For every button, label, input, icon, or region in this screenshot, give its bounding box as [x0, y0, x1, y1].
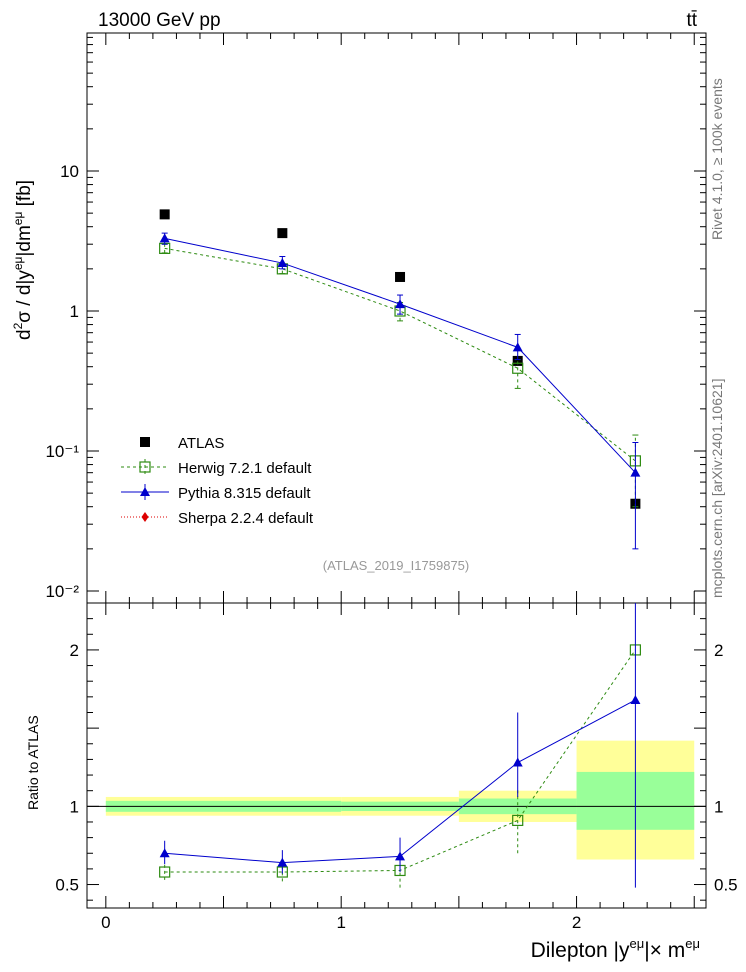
- ratio-y-tick-label: 2: [70, 641, 79, 660]
- x-tick-label: 2: [572, 913, 581, 932]
- svg-text:Dilepton |yeμ|× meμ: Dilepton |yeμ|× meμ: [531, 936, 700, 962]
- pythia-point: [512, 342, 523, 352]
- pythia-ratio-point: [512, 757, 523, 767]
- ratio-y-tick-label-right: 1: [714, 797, 723, 816]
- ratio-y-tick-label-right: 2: [714, 641, 723, 660]
- pythia-ratio-point: [630, 694, 641, 704]
- x-tick-label: 0: [101, 913, 110, 932]
- herwig-line: [164, 247, 636, 462]
- energy-label: 13000 GeV pp: [98, 10, 221, 31]
- pythia-point: [159, 233, 170, 243]
- x-axis-title: Dilepton |yeμ|× meμ: [531, 936, 700, 962]
- ratio-panel: 0 1 2 0.5 0.5 1 1 2 2: [55, 602, 738, 932]
- herwig-ratio-point: [512, 814, 524, 827]
- ratio-y-tick-label: 0.5: [55, 876, 79, 895]
- legend-marker-atlas: [140, 437, 150, 447]
- herwig-point: [512, 362, 524, 374]
- pythia-point: [277, 258, 288, 268]
- ratio-y-tick-label-right: 0.5: [714, 876, 738, 895]
- pythia-ratio-point: [159, 848, 170, 858]
- main-y-axis-title: d2σ / d|yeμ|dmeμ [fb]: [11, 180, 35, 340]
- legend-marker-pythia: [140, 487, 150, 496]
- analysis-id-label: (ATLAS_2019_I1759875): [323, 558, 469, 573]
- main-y-tick-label: 10⁻²: [45, 582, 79, 601]
- main-panel: 10⁻² 10⁻¹ 1 10: [45, 32, 707, 604]
- rivet-label: Rivet 4.1.0, ≥ 100k events: [709, 78, 725, 240]
- pythia-ratio-point: [277, 857, 288, 867]
- ratio-y-axis-title: Ratio to ATLAS: [25, 715, 41, 810]
- herwig-ratio-point: [159, 866, 171, 878]
- atlas-point: [395, 271, 406, 282]
- legend-label-atlas: ATLAS: [178, 435, 224, 452]
- pythia-point: [395, 299, 406, 309]
- svg-text:d2σ / d|yeμ|dmeμ [fb]: d2σ / d|yeμ|dmeμ [fb]: [11, 180, 35, 340]
- x-tick-label: 1: [336, 913, 345, 932]
- legend-marker-sherpa: [141, 512, 149, 522]
- atlas-point: [277, 228, 288, 239]
- legend-label-pythia: Pythia 8.315 default: [178, 485, 311, 502]
- atlas-point: [512, 355, 523, 366]
- main-y-tick-label: 1: [70, 302, 79, 321]
- legend-label-herwig: Herwig 7.2.1 default: [178, 460, 312, 477]
- legend: ATLAS Herwig 7.2.1 default Pythia 8.315 de…: [121, 435, 314, 527]
- ratio-y-tick-label: 1: [70, 797, 79, 816]
- mcplots-label: mcplots.cern.ch [arXiv:2401.10621]: [709, 379, 725, 598]
- main-y-tick-label: 10: [60, 162, 79, 181]
- main-y-tick-label: 10⁻¹: [45, 442, 79, 461]
- pythia-point: [630, 467, 641, 477]
- process-label: tt̄: [686, 10, 697, 31]
- ratio-frame: [86, 602, 707, 909]
- atlas-point: [159, 209, 170, 220]
- legend-marker-herwig: [139, 461, 151, 473]
- legend-label-sherpa: Sherpa 2.2.4 default: [178, 510, 314, 527]
- pythia-ratio-point: [395, 851, 406, 861]
